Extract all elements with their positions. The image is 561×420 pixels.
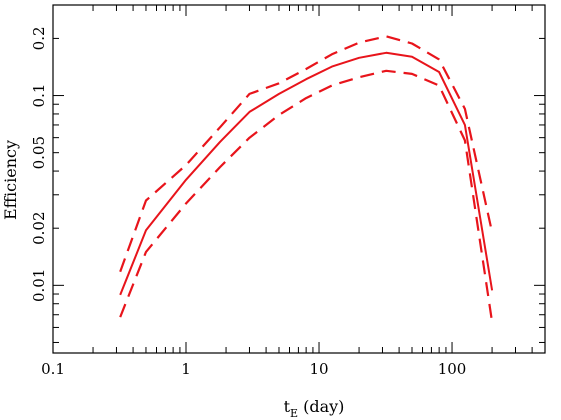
series-line-2-dashed — [119, 35, 494, 273]
plot-frame — [52, 4, 546, 354]
axis-ticks — [52, 4, 546, 353]
series-lines — [119, 35, 494, 323]
x-tick-label-100: 100 — [438, 360, 467, 378]
x-tick-labels: 0.1 1 10 100 — [41, 360, 466, 378]
series-line-1-solid — [119, 51, 494, 296]
x-axis-label-unit: (day) — [303, 397, 344, 416]
x-tick-label-0.1: 0.1 — [41, 360, 65, 378]
x-tick-label-10: 10 — [309, 360, 328, 378]
y-tick-label-0.1: 0.1 — [30, 84, 48, 108]
x-axis-label-symbol: t — [284, 397, 291, 416]
y-tick-label-0.05: 0.05 — [30, 136, 48, 169]
y-tick-label-0.01: 0.01 — [30, 269, 48, 302]
x-axis-label: tE (day) — [284, 397, 345, 420]
y-axis-label: Efficiency — [1, 140, 20, 220]
y-tick-label-0.2: 0.2 — [30, 26, 48, 50]
y-tick-labels: 0.01 0.02 0.05 0.1 0.2 — [30, 26, 48, 302]
y-tick-label-0.02: 0.02 — [30, 211, 48, 244]
x-axis-label-subscript: E — [290, 407, 298, 420]
series-line-3-dashed — [119, 69, 494, 323]
x-tick-label-1: 1 — [181, 360, 191, 378]
